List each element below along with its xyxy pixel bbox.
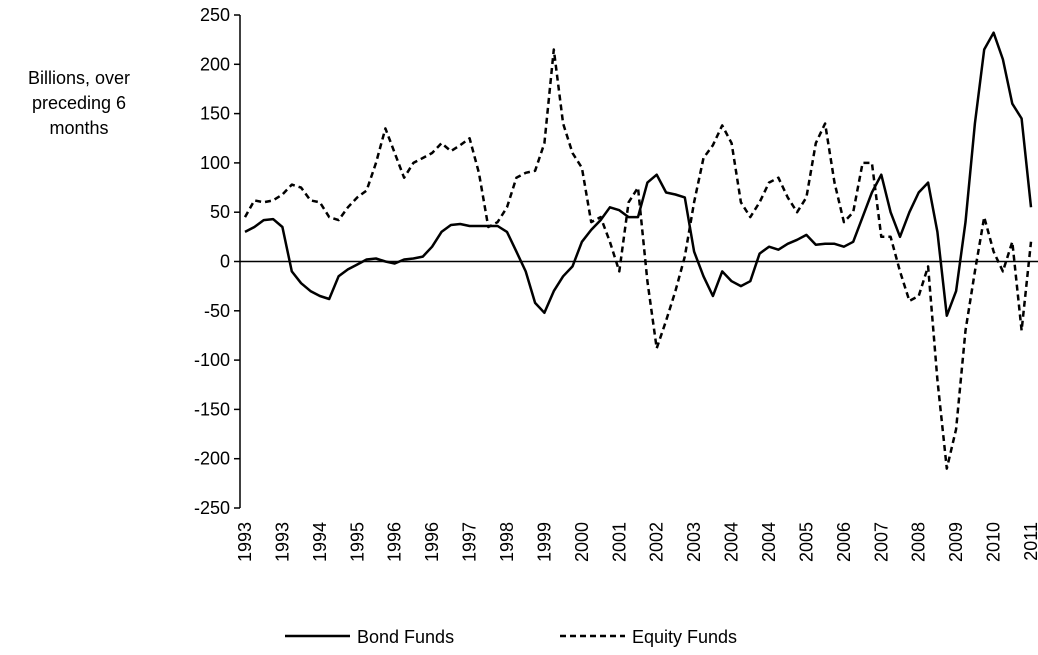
- y-tick-label: 150: [200, 104, 230, 124]
- x-tick-label: 1997: [460, 522, 480, 562]
- y-tick-label: -50: [204, 301, 230, 321]
- x-tick-label: 2005: [796, 522, 816, 562]
- series-line: [243, 48, 1033, 470]
- x-tick-label: 1999: [534, 522, 554, 562]
- y-tick-label: 200: [200, 54, 230, 74]
- y-tick-label: -100: [194, 350, 230, 370]
- series-line: [244, 31, 1033, 317]
- x-tick-label: 2010: [984, 522, 1004, 562]
- x-tick-label: 2006: [834, 522, 854, 562]
- x-tick-label: 2009: [946, 522, 966, 562]
- x-tick-label: 2002: [647, 522, 667, 562]
- x-tick-label: 2004: [722, 522, 742, 562]
- y-axis-label: Billions, over preceding 6 months: [27, 68, 131, 138]
- y-tick-label: 100: [200, 153, 230, 173]
- x-tick-label: 2004: [759, 522, 779, 562]
- x-tick-label: 2001: [609, 522, 629, 562]
- y-tick-label: -150: [194, 399, 230, 419]
- x-tick-label: 1995: [347, 522, 367, 562]
- y-tick-label: -250: [194, 498, 230, 518]
- x-tick-label: 1993: [272, 522, 292, 562]
- x-tick-label: 2007: [871, 522, 891, 562]
- legend-label: Bond Funds: [357, 627, 454, 647]
- y-tick-label: -200: [194, 449, 230, 469]
- x-tick-label: 1993: [235, 522, 255, 562]
- legend-label: Equity Funds: [632, 627, 737, 647]
- x-tick-label: 2003: [684, 522, 704, 562]
- x-tick-label: 1996: [385, 522, 405, 562]
- x-tick-label: 1996: [422, 522, 442, 562]
- x-tick-label: 1998: [497, 522, 517, 562]
- x-tick-label: 1994: [310, 522, 330, 562]
- x-tick-label: 2000: [572, 522, 592, 562]
- x-tick-label: 2008: [909, 522, 929, 562]
- x-tick-label: 2011: [1021, 522, 1038, 561]
- y-tick-label: 250: [200, 5, 230, 25]
- y-tick-label: 0: [220, 252, 230, 272]
- y-tick-label: 50: [210, 202, 230, 222]
